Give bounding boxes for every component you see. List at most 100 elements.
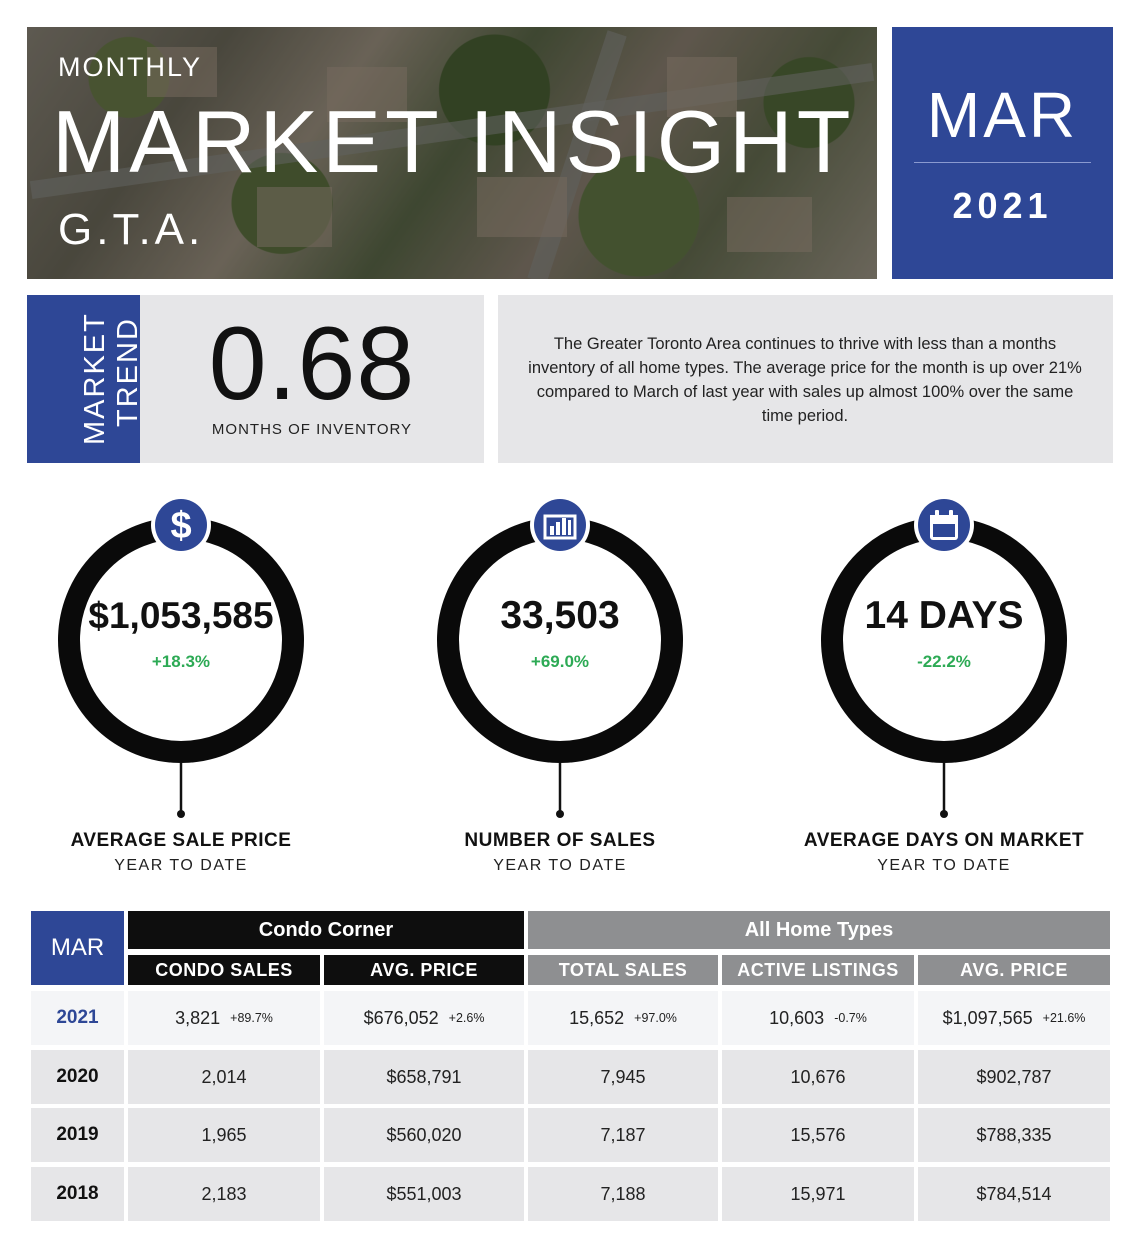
row-year: 2019 xyxy=(31,1108,124,1162)
table-cell: $560,020 xyxy=(324,1108,524,1162)
header-photo xyxy=(27,27,877,279)
cell-change: +2.6% xyxy=(448,1011,485,1025)
cell-value: 7,945 xyxy=(600,1066,646,1087)
cell-value: 2,183 xyxy=(201,1183,247,1204)
stat-change: -22.2% xyxy=(917,652,971,671)
table-cell: $658,791 xyxy=(324,1050,524,1104)
cell-value: $784,514 xyxy=(976,1183,1052,1204)
stat-icon-badge xyxy=(155,499,207,551)
row-year: 2018 xyxy=(31,1167,124,1221)
table-cell: 3,821 +89.7% xyxy=(128,991,320,1045)
stat-label: AVERAGE DAYS ON MARKET xyxy=(803,830,1085,851)
stat-ring xyxy=(58,517,304,763)
trend-label-line2: TREND xyxy=(112,317,140,427)
cell-value: 7,187 xyxy=(600,1124,646,1145)
table-cell: 15,652 +97.0% xyxy=(528,991,718,1045)
stat-sublabel: YEAR TO DATE xyxy=(493,857,627,874)
cell-value: 3,821 xyxy=(175,1007,221,1028)
stat-ring-graphic: $ xyxy=(58,495,304,818)
cell-value: $560,020 xyxy=(386,1124,462,1145)
trend-label: MARKET TREND xyxy=(27,295,140,463)
table-cell: 10,603 -0.7% xyxy=(722,991,914,1045)
stat-ring xyxy=(821,517,1067,763)
stat-change: +18.3% xyxy=(151,652,211,671)
stat-ring-graphic xyxy=(821,495,1067,818)
table-cell: $551,003 xyxy=(324,1167,524,1221)
date-divider xyxy=(914,162,1091,163)
cell-value: 15,576 xyxy=(790,1124,846,1145)
cell-value: 2,014 xyxy=(201,1066,247,1087)
cell-value: 1,965 xyxy=(201,1124,247,1145)
date-year: 2021 xyxy=(952,185,1053,226)
column-header: AVG. PRICE xyxy=(918,955,1110,985)
column-header: CONDO SALES xyxy=(128,955,320,985)
cell-value: $902,787 xyxy=(976,1066,1052,1087)
table-group-all: All Home Types xyxy=(528,911,1110,949)
table-cell: $902,787 xyxy=(918,1050,1110,1104)
inventory-panel xyxy=(140,295,484,463)
cell-change: +89.7% xyxy=(230,1011,273,1025)
row-year: 2021 xyxy=(31,991,124,1045)
cell-value: $788,335 xyxy=(976,1124,1052,1145)
svg-text:$: $ xyxy=(170,505,191,547)
table-cell: 15,576 xyxy=(722,1108,914,1162)
cell-value: $551,003 xyxy=(386,1183,462,1204)
cell-change: +21.6% xyxy=(1042,1011,1086,1025)
table-cell: 2,183 xyxy=(128,1167,320,1221)
cell-value: $676,052 xyxy=(363,1007,439,1028)
stat-label: NUMBER OF SALES xyxy=(464,830,656,851)
stat-value: 14 DAYS xyxy=(864,593,1024,637)
table-cell: 2,014 xyxy=(128,1050,320,1104)
stat-ring-graphic xyxy=(437,495,683,818)
table-cell: $788,335 xyxy=(918,1108,1110,1162)
stat-connector-dot xyxy=(556,810,564,818)
stat-value: 33,503 xyxy=(500,593,620,637)
table-cell: 7,187 xyxy=(528,1108,718,1162)
stat-value: $1,053,585 xyxy=(88,595,274,637)
stat-sublabel: YEAR TO DATE xyxy=(114,857,248,874)
stat-change: +69.0% xyxy=(530,652,590,671)
calendar-icon xyxy=(930,510,958,540)
cell-value: 10,603 xyxy=(769,1007,825,1028)
date-month: MAR xyxy=(926,79,1079,151)
inventory-value: 0.68 xyxy=(208,306,416,422)
date-panel xyxy=(892,27,1113,279)
header-kicker: MONTHLY xyxy=(58,52,203,82)
stat-label: AVERAGE SALE PRICE xyxy=(70,830,292,851)
table-cell: $784,514 xyxy=(918,1167,1110,1221)
column-header: AVG. PRICE xyxy=(324,955,524,985)
header-title: MARKET INSIGHT xyxy=(52,92,855,191)
cell-change: +97.0% xyxy=(634,1011,677,1025)
table-cell: 7,945 xyxy=(528,1050,718,1104)
stat-connector-dot xyxy=(940,810,948,818)
cell-value: $658,791 xyxy=(386,1066,462,1087)
cell-change: -0.7% xyxy=(834,1011,867,1025)
row-year: 2020 xyxy=(31,1050,124,1104)
table-cell: $676,052 +2.6% xyxy=(324,991,524,1045)
dollar-icon: $ xyxy=(170,505,191,547)
table-corner-month: MAR xyxy=(31,911,124,985)
bar-chart-icon xyxy=(543,514,577,540)
trend-label-panel xyxy=(27,295,140,463)
table-group-condo: Condo Corner xyxy=(128,911,524,949)
table-cell: 7,188 xyxy=(528,1167,718,1221)
trend-label-line1: MARKET xyxy=(79,312,111,445)
cell-value: 7,188 xyxy=(600,1183,646,1204)
table-cell: $1,097,565 +21.6% xyxy=(918,991,1110,1045)
header-region: G.T.A. xyxy=(58,205,205,254)
stat-ring xyxy=(437,517,683,763)
table-cell: 15,971 xyxy=(722,1167,914,1221)
cell-value: 15,971 xyxy=(790,1183,846,1204)
cell-value: 15,652 xyxy=(569,1007,625,1028)
table-cell: 1,965 xyxy=(128,1108,320,1162)
column-header: ACTIVE LISTINGS xyxy=(722,955,914,985)
cell-value: $1,097,565 xyxy=(942,1007,1033,1028)
column-header: TOTAL SALES xyxy=(528,955,718,985)
table-cell: 10,676 xyxy=(722,1050,914,1104)
cell-value: 10,676 xyxy=(790,1066,846,1087)
trend-description: The Greater Toronto Area continues to th… xyxy=(528,335,1082,425)
stat-sublabel: YEAR TO DATE xyxy=(877,857,1011,874)
stat-connector-dot xyxy=(177,810,185,818)
description-panel xyxy=(498,295,1113,463)
inventory-label: MONTHS OF INVENTORY xyxy=(211,421,413,438)
